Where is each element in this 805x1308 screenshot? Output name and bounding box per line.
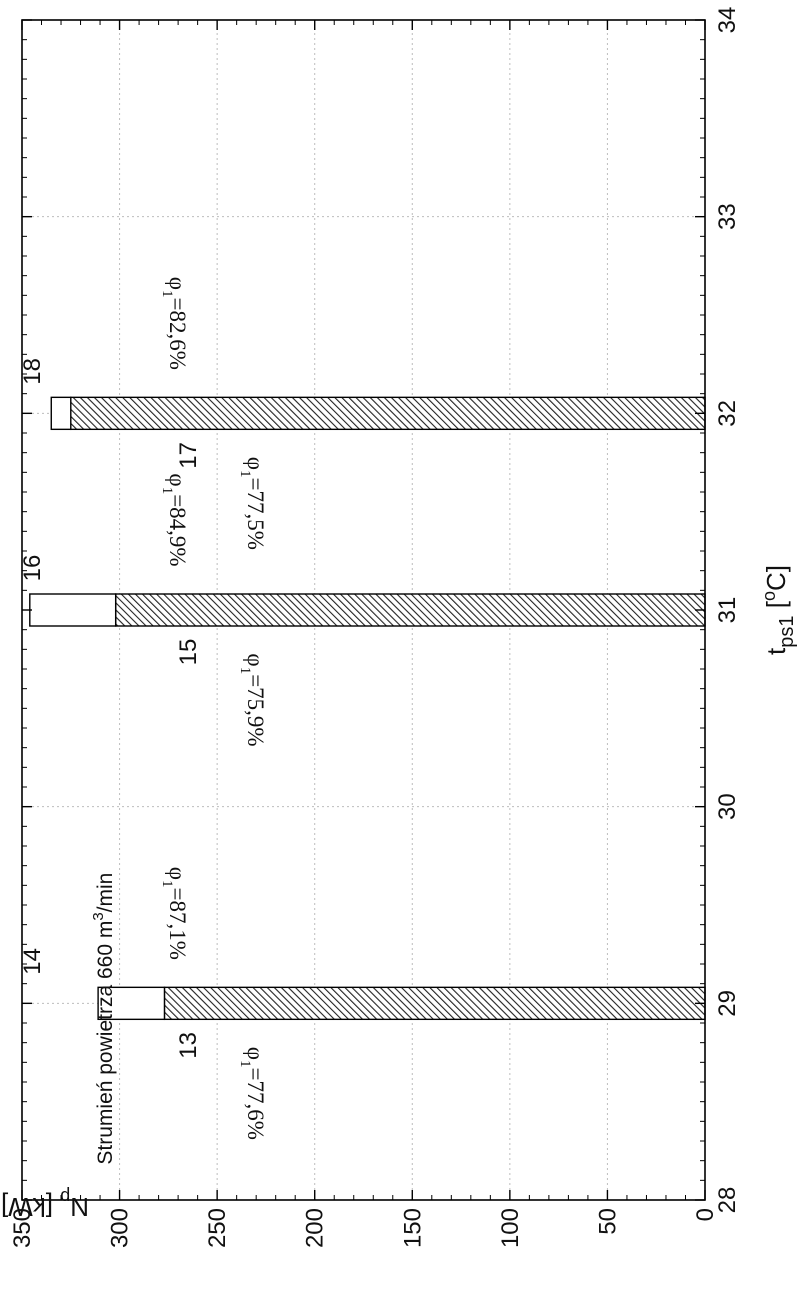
phi-text-white: φ1=87,1% [159, 867, 190, 960]
bar-label-hatched: 15 [175, 639, 202, 666]
phi-text-white: φ1=82,6% [159, 277, 190, 370]
bars: 13 14 φ1=77,6% φ1=87,1% 15 16 φ1=75,9% φ1=84,9%… [19, 277, 706, 1140]
phi-label-white: φ1=84,9% [159, 473, 190, 566]
x-axis-title-unit-close: C] [761, 565, 791, 591]
annotation-tail: /min [94, 873, 117, 913]
phi-label-hatched: φ1=75,9% [237, 653, 268, 746]
x-tick-label: 28 [714, 1187, 741, 1214]
annotation-text: Strumień powietrza 660 m [94, 921, 117, 1165]
x-axis-title-unit-sup: o [759, 591, 779, 601]
bar-label-white: 16 [19, 555, 46, 582]
x-tick-label: 34 [714, 7, 741, 34]
phi-label-hatched: φ1=77,5% [237, 457, 268, 550]
phi-text-hatched: φ1=77,6% [237, 1047, 268, 1140]
bar-label-hatched: 17 [175, 442, 202, 469]
y-axis-title-main: N [70, 1192, 89, 1222]
x-axis-title: tps1 [oC] [759, 565, 798, 655]
y-tick-label: 350 [9, 1208, 36, 1248]
y-tick-label: 50 [594, 1208, 621, 1235]
ticks [21, 19, 706, 1201]
y-axis-title-unit: [kW] [1, 1192, 60, 1222]
bar-white [29, 593, 117, 627]
y-tick-label: 200 [302, 1208, 329, 1248]
bar-white [50, 396, 72, 431]
phi-text-hatched: φ1=75,9% [237, 653, 268, 746]
bar-label-hatched: 13 [175, 1032, 202, 1059]
x-axis-title-main: t [761, 647, 791, 655]
x-tick-label: 29 [714, 990, 741, 1017]
y-tick-label: 100 [497, 1208, 524, 1248]
y-tick-label: 0 [692, 1208, 719, 1221]
x-tick-label: 32 [714, 400, 741, 427]
bar-hatched [70, 396, 706, 431]
x-tick-label: 33 [714, 203, 741, 230]
bar-hatched [114, 593, 706, 627]
y-tick-label: 250 [204, 1208, 231, 1248]
phi-text-hatched: φ1=77,5% [237, 457, 268, 550]
phi-text-white: φ1=84,9% [159, 473, 190, 566]
annotation-sup: 3 [90, 912, 107, 920]
phi-label-white: φ1=87,1% [159, 867, 190, 960]
bar-white [97, 986, 166, 1021]
bar-label-white: 18 [19, 358, 46, 385]
bar-hatched [163, 986, 706, 1021]
x-tick-label: 31 [714, 597, 741, 624]
x-tick-label: 30 [714, 793, 741, 820]
phi-label-hatched: φ1=77,6% [237, 1047, 268, 1140]
tick-labels: 28 29 30 31 32 33 34 0 50 100 150 200 250 300 350 [9, 7, 741, 1248]
bar-label-white: 14 [19, 948, 46, 975]
phi-label-white: φ1=82,6% [159, 277, 190, 370]
x-axis-title-unit-open: [ [761, 600, 791, 615]
x-axis-title-sub: ps1 [776, 615, 798, 647]
y-axis-title: Np [kW] [1, 1187, 89, 1222]
y-tick-label: 300 [107, 1208, 134, 1248]
y-axis-title-sub: p [60, 1187, 70, 1207]
annotation: Strumień powietrza 660 m3/min [90, 873, 117, 1165]
y-tick-label: 150 [399, 1208, 426, 1248]
